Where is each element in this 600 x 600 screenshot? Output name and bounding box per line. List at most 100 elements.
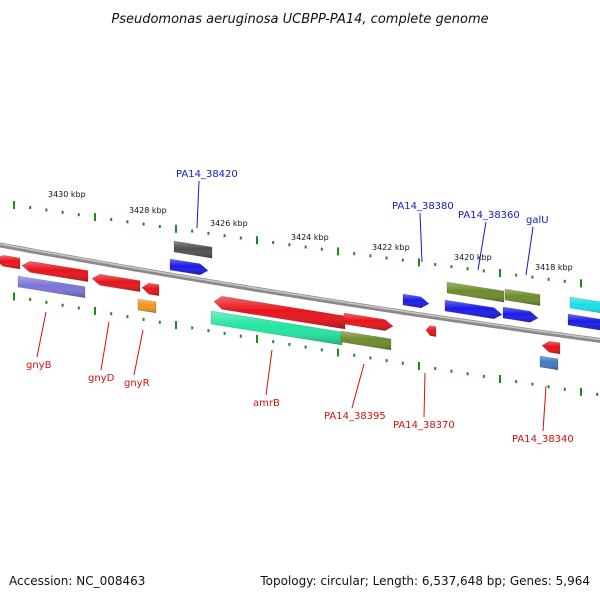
gene-feature-pa14-38420-cds-shading — [170, 259, 208, 275]
major-tick — [580, 387, 582, 396]
gene-feature-red-2-shading — [22, 261, 88, 282]
major-tick — [337, 348, 339, 357]
minor-tick — [385, 256, 388, 260]
inner-scale-ticks — [13, 292, 599, 396]
minor-tick — [450, 369, 453, 373]
gene-label-pa14-38370[interactable]: PA14_38370 — [393, 420, 455, 431]
minor-tick — [320, 348, 323, 352]
minor-tick — [77, 213, 80, 217]
minor-tick — [272, 340, 275, 344]
gene-feature-blue-edge-shading — [568, 314, 600, 331]
major-tick — [499, 269, 501, 277]
minor-tick — [110, 312, 113, 316]
gene-label-amrb[interactable]: amrB — [253, 398, 280, 409]
gene-feature-gnyr-shading — [138, 299, 156, 313]
minor-tick — [434, 262, 437, 266]
footer-genome-info: Topology: circular; Length: 6,537,648 bp… — [260, 574, 590, 588]
leader-pa14-38420 — [196, 180, 200, 229]
minor-tick — [563, 387, 566, 391]
gene-feature-pa14-38340-shading — [540, 356, 558, 370]
minor-tick — [450, 265, 453, 269]
gene-label-pa14-38395[interactable]: PA14_38395 — [324, 411, 386, 422]
gene-feature-cyan-shading — [570, 297, 600, 313]
scale-label-3418: 3418 kbp — [535, 263, 573, 272]
gene-label-pa14-38380[interactable]: PA14_38380 — [392, 201, 454, 212]
major-tick — [256, 334, 258, 343]
minor-tick — [239, 334, 242, 338]
major-tick — [418, 258, 420, 267]
gene-label-galu[interactable]: galU — [526, 215, 549, 226]
minor-tick — [191, 326, 194, 330]
minor-tick — [369, 254, 372, 258]
minor-tick — [207, 329, 210, 333]
gene-feature-red-1-shading — [0, 255, 20, 269]
major-tick — [256, 236, 258, 245]
minor-tick — [110, 217, 113, 221]
leader-gnyb — [36, 311, 47, 358]
scale-label-3422: 3422 kbp — [372, 243, 410, 252]
minor-tick — [61, 303, 64, 307]
label-leader-lines — [36, 180, 547, 432]
gene-feature-galu-cds-shading — [503, 307, 538, 323]
leader-gnyr — [133, 329, 144, 376]
major-tick — [94, 213, 96, 222]
minor-tick — [223, 331, 226, 335]
minor-tick — [547, 385, 550, 389]
backbone-line — [0, 242, 600, 343]
minor-tick — [353, 353, 356, 357]
minor-tick — [563, 279, 566, 283]
major-tick — [175, 321, 177, 330]
minor-tick — [288, 243, 291, 247]
minor-tick — [77, 306, 80, 310]
scale-label-3424: 3424 kbp — [291, 233, 329, 242]
gene-feature-pa14-38360-shading — [447, 282, 504, 303]
gene-feature-pa14-38420-shading — [174, 241, 212, 259]
major-tick — [175, 224, 177, 233]
leader-gnyd — [100, 321, 110, 371]
gene-label-gnyr[interactable]: gnyR — [124, 378, 150, 389]
minor-tick — [126, 220, 129, 224]
minor-tick — [142, 317, 145, 321]
minor-tick — [223, 234, 226, 238]
leader-pa14-38360 — [477, 221, 487, 271]
scale-label-3420: 3420 kbp — [454, 253, 492, 262]
minor-tick — [369, 356, 372, 360]
gene-feature-gnyb-shading — [18, 276, 85, 298]
gene-feature-amrb-shading — [211, 311, 342, 345]
major-tick — [337, 247, 339, 256]
gene-feature-pa14-38360-cds-shading — [445, 300, 502, 319]
major-tick — [94, 306, 96, 315]
minor-tick — [207, 231, 210, 235]
minor-tick — [191, 229, 194, 233]
major-tick — [418, 361, 420, 370]
backbone-highlight — [0, 243, 600, 341]
gene-label-pa14-38340[interactable]: PA14_38340 — [512, 434, 574, 445]
gene-feature-gnyr-arrow-shading — [142, 283, 159, 296]
leader-galu — [525, 226, 534, 276]
map-title: Pseudomonas aeruginosa UCBPP-PA14, compl… — [111, 12, 488, 27]
gene-feature-red-3-shading — [92, 274, 140, 292]
minor-tick — [531, 275, 534, 279]
minor-tick — [126, 315, 129, 319]
minor-tick — [401, 258, 404, 262]
minor-tick — [29, 297, 32, 301]
gene-label-pa14-38420[interactable]: PA14_38420 — [176, 169, 238, 180]
leader-amrb — [265, 349, 273, 396]
minor-tick — [304, 345, 307, 349]
minor-tick — [385, 359, 388, 363]
outer-scale-ticks — [13, 201, 582, 288]
minor-tick — [158, 224, 161, 228]
scale-label-3430: 3430 kbp — [48, 190, 86, 199]
gene-label-gnyb[interactable]: gnyB — [26, 360, 52, 371]
gene-label-pa14-38360[interactable]: PA14_38360 — [458, 210, 520, 221]
gene-feature-amrb-red-shading — [214, 296, 345, 329]
minor-tick — [304, 245, 307, 249]
minor-tick — [515, 380, 518, 384]
leader-pa14-38370 — [423, 372, 426, 418]
major-tick — [13, 292, 15, 301]
gene-label-gnyd[interactable]: gnyD — [88, 373, 115, 384]
minor-tick — [320, 247, 323, 251]
minor-tick — [434, 367, 437, 371]
minor-tick — [61, 210, 64, 214]
